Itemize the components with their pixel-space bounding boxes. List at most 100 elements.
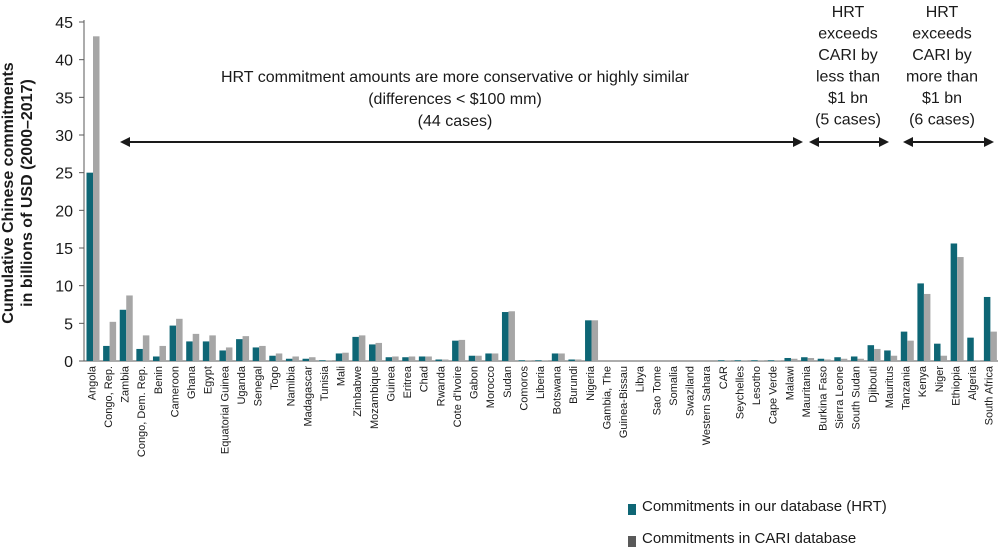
- x-category-label: Senegal: [252, 366, 264, 406]
- annotation-text: (6 cases): [909, 112, 975, 129]
- bar-cari: [209, 335, 216, 361]
- bar-cari: [840, 358, 848, 361]
- y-tick-label: 20: [55, 203, 73, 220]
- legend-label-cari: Commitments in CARI database: [642, 530, 857, 547]
- bar-hrt: [219, 350, 226, 361]
- y-tick-label: 25: [55, 166, 73, 183]
- annotation-text: (44 cases): [418, 113, 493, 130]
- y-tick-label: 35: [55, 90, 73, 107]
- bar-cari: [525, 360, 532, 361]
- bar-hrt: [850, 356, 858, 361]
- x-category-label: Guinea-Bissau: [618, 366, 630, 438]
- bar-hrt: [983, 296, 991, 361]
- x-category-label: South Sudan: [851, 366, 863, 430]
- x-category-label: Guinea: [385, 365, 397, 401]
- bar-cari: [741, 360, 748, 361]
- x-category-label: Botswana: [552, 365, 564, 414]
- bar-cari: [574, 359, 582, 361]
- bar-cari: [425, 356, 432, 361]
- x-category-label: Mali: [336, 366, 348, 386]
- bar-hrt: [551, 353, 559, 361]
- x-category-label: Cameroon: [169, 366, 181, 417]
- bar-hrt: [867, 345, 875, 361]
- bar-cari: [491, 353, 499, 361]
- bar-cari: [724, 360, 731, 361]
- x-category-label: Angola: [86, 365, 98, 400]
- bar-hrt: [452, 340, 459, 361]
- x-category-label: CAR: [718, 366, 730, 389]
- bar-hrt: [734, 360, 742, 361]
- bar-cari: [93, 36, 100, 362]
- x-category-label: Malawi: [784, 366, 796, 400]
- x-category-label: Eritrea: [402, 365, 414, 398]
- bar-hrt: [950, 243, 958, 361]
- annotation-text: (5 cases): [815, 112, 881, 129]
- x-category-label: Namibia: [286, 365, 298, 406]
- bar-cari: [126, 295, 133, 361]
- bar-hrt: [319, 360, 326, 361]
- bar-hrt: [967, 337, 974, 361]
- annotation-text: $1 bn: [922, 90, 962, 107]
- bar-cari: [907, 340, 914, 361]
- bar-cari: [957, 257, 964, 361]
- bar-cari: [790, 358, 798, 361]
- bar-cari: [458, 339, 466, 361]
- bar-cari: [292, 356, 299, 361]
- bar-cari: [358, 335, 366, 361]
- bar-cari: [508, 311, 515, 361]
- x-category-label: Ghana: [186, 365, 198, 399]
- bar-hrt: [468, 355, 476, 361]
- x-category-label: Djibouti: [867, 366, 879, 403]
- x-category-label: Tanzania: [901, 365, 913, 410]
- x-category-label: Swaziland: [685, 366, 697, 416]
- bar-hrt: [169, 325, 177, 361]
- bar-hrt: [186, 341, 193, 361]
- bar-cari: [757, 360, 765, 361]
- x-category-label: Libya: [635, 365, 647, 392]
- bar-cari: [441, 359, 449, 361]
- x-category-label: Sudan: [502, 366, 514, 398]
- bar-hrt: [402, 357, 409, 361]
- bar-cari: [824, 359, 831, 361]
- x-category-label: Kenya: [917, 365, 929, 397]
- bar-cari: [890, 355, 898, 361]
- x-category-label: Uganda: [236, 365, 248, 404]
- y-axis-title: Cumulative Chinese commitments: [0, 62, 17, 324]
- x-category-label: Mauritus: [884, 366, 896, 409]
- bar-hrt: [269, 355, 276, 361]
- bar-cari: [990, 331, 997, 361]
- annotation-text: exceeds: [912, 26, 972, 43]
- bar-hrt: [385, 357, 393, 361]
- bar-cari: [142, 335, 150, 361]
- bar-cari: [242, 336, 250, 361]
- bar-hrt: [834, 357, 841, 361]
- x-category-label: Gabon: [469, 366, 481, 399]
- bar-cari: [392, 356, 399, 361]
- x-category-label: Somalia: [668, 365, 680, 406]
- x-category-label: Congo, Rep.: [103, 366, 115, 428]
- y-tick-label: 15: [55, 241, 73, 258]
- x-category-label: Togo: [269, 366, 281, 390]
- annotation-text: exceeds: [818, 26, 878, 43]
- annotation-text: HRT: [832, 4, 865, 21]
- bar-cari: [176, 318, 183, 361]
- bar-hrt: [801, 357, 808, 361]
- bar-hrt: [518, 360, 526, 361]
- annotation-text: HRT: [926, 4, 959, 21]
- y-tick-label: 5: [64, 316, 73, 333]
- y-tick-label: 45: [55, 15, 73, 32]
- bar-hrt: [202, 341, 210, 361]
- x-category-label: Mauritania: [801, 365, 813, 417]
- x-category-label: Rwanda: [435, 365, 447, 406]
- bar-hrt: [784, 357, 791, 361]
- bar-cari: [309, 357, 316, 361]
- legend-item-hrt: Commitments in our database (HRT): [628, 496, 887, 518]
- bar-hrt: [767, 360, 775, 361]
- x-category-label: Mozambique: [369, 366, 381, 429]
- x-category-label: Equatorial Guinea: [219, 365, 231, 454]
- x-category-label: Gambia, The: [601, 366, 613, 429]
- bar-hrt: [136, 348, 143, 361]
- annotation-text: CARI by: [912, 47, 972, 64]
- y-tick-label: 30: [55, 128, 73, 145]
